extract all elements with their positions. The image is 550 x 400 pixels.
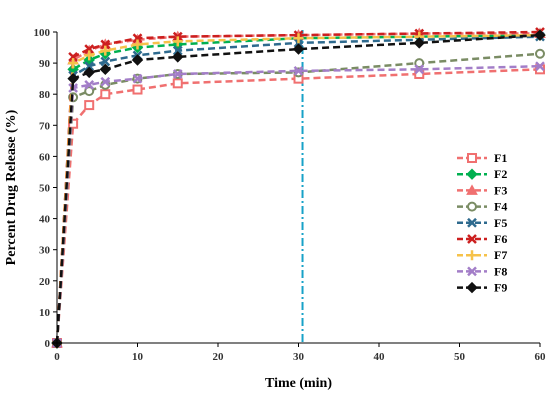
x-axis-label: Time (min) xyxy=(265,376,332,391)
legend-marker-f2 xyxy=(466,168,478,180)
series-f4-point xyxy=(84,86,95,97)
series-f1-point xyxy=(132,84,143,95)
series-f7-point xyxy=(68,58,79,69)
legend-item-f8: F8 xyxy=(457,264,507,278)
series-f1-point xyxy=(84,100,95,111)
legend-marker-f1 xyxy=(467,153,477,163)
series-f1-point xyxy=(172,78,183,89)
legend-marker-f8 xyxy=(467,266,477,277)
y-tick-label: 0 xyxy=(45,338,51,350)
x-tick-label: 40 xyxy=(374,351,386,363)
y-tick-label: 100 xyxy=(34,27,51,39)
y-tick-label: 30 xyxy=(39,245,51,257)
x-tick-label: 0 xyxy=(54,351,60,363)
series-f7-point xyxy=(293,33,304,44)
series-f7 xyxy=(52,30,545,348)
x-tick-label: 10 xyxy=(132,351,144,363)
series-f8-point xyxy=(414,64,425,75)
series-f9-point xyxy=(131,54,144,66)
series-f8-point xyxy=(132,73,143,84)
series-f6-point xyxy=(132,33,143,44)
y-tick-label: 40 xyxy=(39,214,51,226)
legend-marker-f9 xyxy=(466,281,478,294)
series-f7-point xyxy=(132,39,143,50)
series-f5-point xyxy=(172,45,183,56)
series-f3-line xyxy=(55,32,540,344)
series-f9-point xyxy=(99,63,112,76)
series-f1-point xyxy=(100,89,111,100)
y-tick-label: 90 xyxy=(39,58,51,70)
legend-item-f1: F1 xyxy=(457,151,507,165)
legend-marker-f7 xyxy=(467,250,477,261)
y-tick-label: 80 xyxy=(39,89,51,101)
legend-item-f9: F9 xyxy=(457,281,507,295)
legend-item-f5: F5 xyxy=(457,216,507,230)
legend-label-f1: F1 xyxy=(494,151,507,165)
series-f9-point xyxy=(413,37,425,49)
series-f7-point xyxy=(172,36,183,47)
series-f7-point xyxy=(100,45,111,56)
legend-label-f2: F2 xyxy=(494,167,507,181)
legend: F1 F2 F3 F4 F5 F6 F7 F8 F9 xyxy=(457,151,507,295)
y-tick-label: 50 xyxy=(39,183,51,195)
series-f5-point xyxy=(84,61,95,72)
series-f9-point xyxy=(67,72,79,85)
x-tick-label: 30 xyxy=(293,351,305,363)
legend-label-f3: F3 xyxy=(494,183,507,197)
legend-label-f8: F8 xyxy=(494,264,507,278)
series-f8-point xyxy=(172,69,183,79)
series-f4-point xyxy=(535,48,545,59)
legend-label-f6: F6 xyxy=(494,232,507,246)
legend-label-f5: F5 xyxy=(494,216,507,230)
series-layer xyxy=(51,27,546,349)
series-f9 xyxy=(51,29,546,349)
series-f6-point xyxy=(84,44,95,54)
series-f8-point xyxy=(293,65,304,76)
legend-item-f6: F6 xyxy=(457,232,507,246)
y-tick-label: 60 xyxy=(39,151,51,163)
legend-item-f2: F2 xyxy=(457,167,507,181)
y-axis-label: Percent Drug Release (%) xyxy=(4,109,19,265)
x-tick-label: 20 xyxy=(213,351,225,363)
series-f8-point xyxy=(84,79,95,90)
legend-item-f4: F4 xyxy=(457,200,507,214)
y-tick-label: 20 xyxy=(39,276,51,288)
y-tick-label: 70 xyxy=(39,120,51,132)
legend-marker-f5 xyxy=(467,217,477,228)
series-f9-point xyxy=(83,66,95,79)
x-tick-label: 50 xyxy=(454,351,466,363)
series-f9-point xyxy=(534,29,546,41)
y-tick-label: 10 xyxy=(39,307,51,319)
series-f6-point xyxy=(100,39,111,50)
series-f9-point xyxy=(172,51,184,63)
series-f8-point xyxy=(100,76,111,87)
legend-label-f4: F4 xyxy=(494,200,507,214)
series-f1-point xyxy=(68,118,79,129)
series-f8-point xyxy=(535,61,545,72)
legend-marker-f4 xyxy=(467,201,477,212)
series-f9-point xyxy=(292,43,305,55)
legend-label-f7: F7 xyxy=(494,248,507,262)
legend-item-f3: F3 xyxy=(457,183,507,197)
legend-label-f9: F9 xyxy=(494,281,507,295)
legend-item-f7: F7 xyxy=(457,248,507,262)
legend-marker-f3 xyxy=(466,184,478,195)
series-f6-point xyxy=(68,51,78,62)
series-f7-point xyxy=(84,50,95,61)
x-tick-label: 60 xyxy=(535,351,547,363)
series-f4-point xyxy=(414,58,425,69)
legend-marker-f6 xyxy=(467,234,477,244)
series-f5-point xyxy=(100,56,111,67)
ticks-layer: 0 10 20 30 40 50 60 0 10 20 30 40 50 60 70 80 90 100 xyxy=(34,27,547,363)
